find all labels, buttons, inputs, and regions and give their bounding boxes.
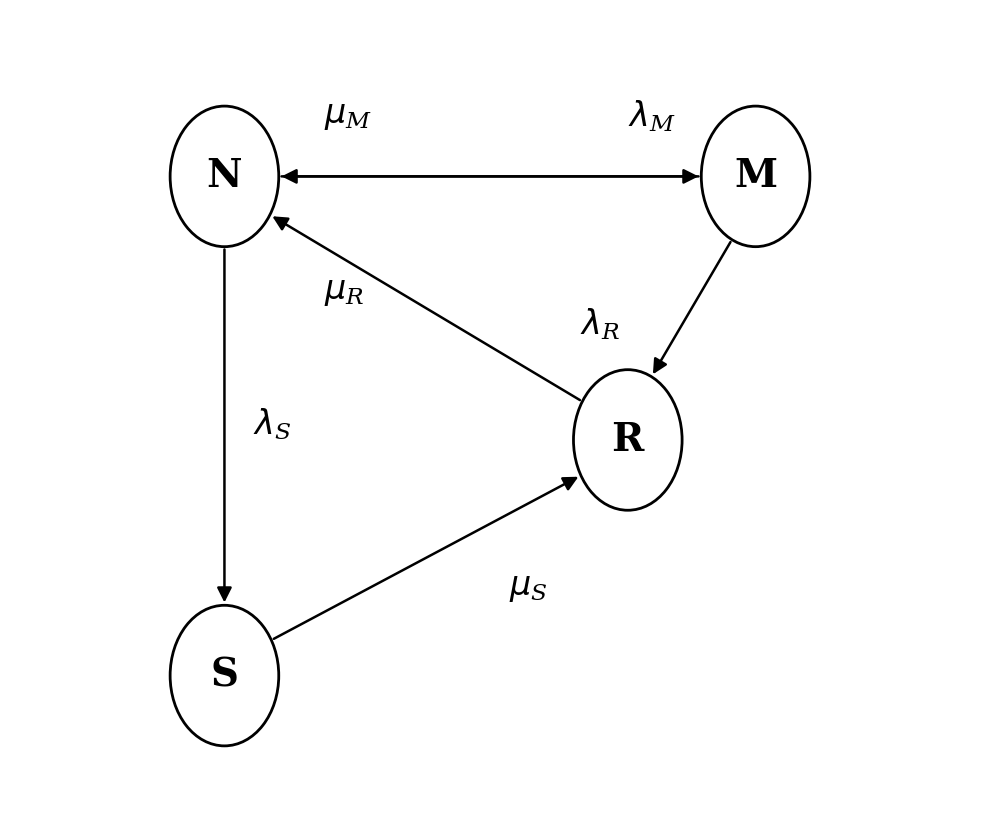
Text: $\mu_{\mathregular{R}}$: $\mu_{\mathregular{R}}$ <box>324 276 364 308</box>
Text: $\lambda_{\mathregular{S}}$: $\lambda_{\mathregular{S}}$ <box>253 406 291 442</box>
Ellipse shape <box>170 106 279 246</box>
Text: M: M <box>734 157 777 196</box>
Ellipse shape <box>701 106 810 246</box>
Ellipse shape <box>573 369 682 510</box>
Text: N: N <box>207 157 242 196</box>
Text: S: S <box>210 656 238 695</box>
Text: $\mu_{\mathregular{M}}$: $\mu_{\mathregular{M}}$ <box>324 101 372 132</box>
Ellipse shape <box>170 606 279 745</box>
Text: R: R <box>612 421 644 459</box>
Text: $\lambda_{\mathregular{R}}$: $\lambda_{\mathregular{R}}$ <box>580 306 620 342</box>
Text: $\lambda_{\mathregular{M}}$: $\lambda_{\mathregular{M}}$ <box>628 99 676 134</box>
Text: $\mu_{\mathregular{S}}$: $\mu_{\mathregular{S}}$ <box>509 572 547 604</box>
